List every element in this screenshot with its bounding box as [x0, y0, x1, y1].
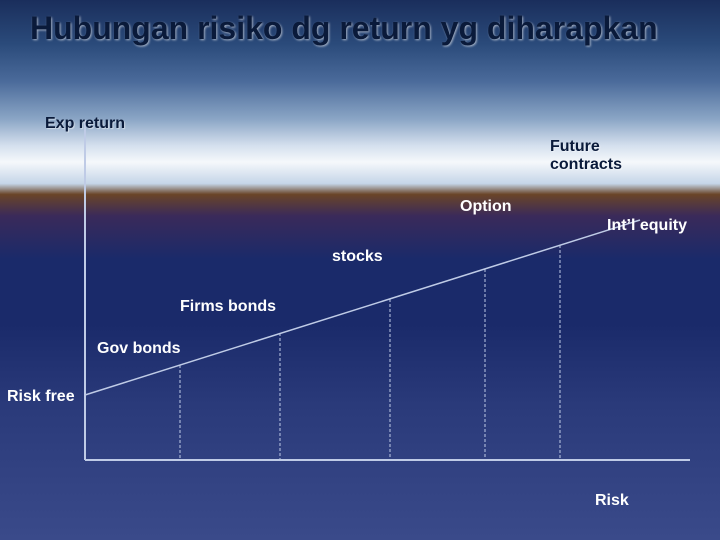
label-risk_free: Risk free: [7, 388, 75, 406]
label-option: Option: [460, 198, 512, 216]
label-intl_eq: Int’l equity: [607, 217, 687, 235]
y-axis-label: Exp return: [45, 115, 125, 133]
risk-return-chart: [0, 0, 720, 540]
label-futures: Future contracts: [550, 138, 622, 174]
label-firm_bonds: Firms bonds: [180, 298, 276, 316]
slide: Hubungan risiko dg return yg diharapkan …: [0, 0, 720, 540]
label-gov_bonds: Gov bonds: [97, 340, 181, 358]
label-stocks: stocks: [332, 248, 383, 266]
x-axis-label: Risk: [595, 492, 629, 510]
